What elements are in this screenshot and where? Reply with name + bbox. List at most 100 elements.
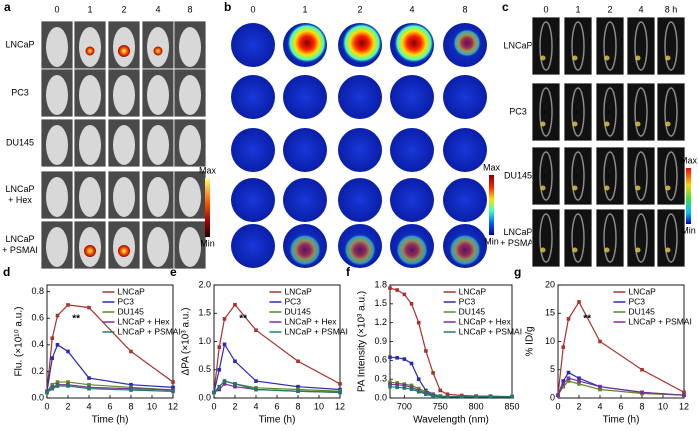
mouse-body: [46, 125, 68, 165]
series-line: [389, 287, 513, 398]
tracer: [540, 55, 546, 61]
signal: [84, 245, 96, 257]
pa-signal: [344, 234, 376, 266]
data-point: [577, 382, 581, 386]
legend-label: DU145: [459, 306, 486, 316]
pa-image: [338, 178, 382, 222]
data-point: [438, 388, 443, 393]
x-tick-label: 6: [107, 401, 112, 411]
x-tick-label: 12: [168, 401, 178, 411]
data-point: [217, 387, 222, 392]
skeleton: [634, 87, 648, 137]
signal: [85, 46, 95, 56]
column-label: 0: [543, 4, 548, 14]
pet-image: [656, 82, 686, 142]
data-point: [233, 382, 237, 386]
pet-image: [531, 82, 561, 142]
x-tick-label: 4: [597, 401, 602, 411]
pa-image: [390, 128, 434, 172]
pet-image: [656, 208, 686, 268]
pet-image: [563, 208, 593, 268]
data-point: [556, 393, 560, 397]
y-tick-label: 1.5: [198, 308, 211, 318]
column-label: 8 h: [665, 4, 678, 14]
data-point: [254, 387, 258, 392]
legend-label: PC3: [117, 296, 134, 306]
pa-image: [231, 224, 275, 268]
panel-letter: b: [224, 0, 231, 14]
x-tick-label: 0: [44, 401, 49, 411]
legend-label: DU145: [117, 306, 144, 316]
data-point: [129, 349, 133, 354]
data-point: [87, 382, 91, 387]
data-point: [87, 376, 91, 380]
data-point: [402, 386, 407, 390]
skeleton: [571, 21, 585, 71]
tracer: [604, 185, 610, 191]
data-point: [409, 387, 414, 392]
x-axis-label: Wavelength (nm): [413, 415, 489, 426]
data-point: [409, 383, 414, 388]
mouse-body: [179, 177, 201, 217]
skeleton: [571, 213, 585, 263]
column-label: 2: [121, 4, 126, 14]
series-line: [389, 356, 512, 398]
legend-label: LNCaP + Hex: [284, 316, 337, 326]
mouse-body: [179, 125, 201, 165]
skeleton: [603, 87, 617, 137]
mouse-body: [46, 75, 68, 115]
data-point: [598, 387, 602, 392]
data-point: [388, 286, 392, 290]
panel-letter: f: [346, 265, 351, 279]
data-point: [402, 357, 407, 361]
x-tick-label: 6: [618, 401, 623, 411]
y-tick-label: 1.5: [374, 298, 387, 308]
y-axis-label: % ID/g: [525, 326, 536, 356]
signal: [153, 46, 163, 56]
x-tick-label: 2: [576, 401, 581, 411]
y-tick-label: 0.2: [31, 366, 44, 376]
pet-image: [595, 208, 625, 268]
y-tick-label: 20: [545, 279, 555, 289]
colorbar-max: Max: [199, 165, 217, 175]
x-tick-label: 700: [397, 401, 412, 411]
pa-image: [338, 75, 382, 119]
y-axis-label: PA Intensity (×10³ a.u.): [357, 291, 368, 392]
pet-image: [656, 146, 686, 206]
data-point: [217, 367, 222, 372]
skeleton: [539, 151, 553, 201]
data-point: [640, 367, 644, 372]
data-point: [66, 349, 70, 354]
y-tick-label: 0.6: [374, 355, 387, 365]
x-tick-label: 2: [232, 401, 237, 411]
data-point: [416, 389, 421, 394]
data-point: [171, 389, 175, 394]
tracer: [572, 55, 578, 61]
x-tick-label: 4: [253, 401, 258, 411]
skeleton: [603, 151, 617, 201]
data-point: [254, 379, 258, 383]
pa-image: [283, 178, 327, 222]
data-point: [338, 382, 342, 386]
pet-image: [626, 146, 656, 206]
tracer: [604, 55, 610, 61]
tracer: [665, 121, 671, 127]
legend-label: LNCaP + Hex: [459, 316, 512, 326]
x-tick-label: 0: [211, 401, 216, 411]
data-point: [87, 386, 91, 391]
column-label: 8: [187, 4, 192, 14]
column-label: 4: [155, 4, 160, 14]
row-label: LNCaP: [5, 234, 34, 244]
column-label: 4: [638, 4, 643, 14]
y-tick-label: 1.8: [374, 279, 387, 289]
data-point: [424, 349, 428, 353]
data-point: [566, 376, 571, 381]
data-point: [598, 384, 602, 389]
legend-label: PC3: [284, 296, 301, 306]
mouse-body: [179, 227, 201, 267]
mouse-body: [113, 177, 135, 217]
x-axis-label: Time (h): [259, 415, 296, 426]
pet-image: [626, 82, 656, 142]
y-tick-label: 5: [550, 364, 555, 374]
x-tick-label: 12: [679, 401, 689, 411]
